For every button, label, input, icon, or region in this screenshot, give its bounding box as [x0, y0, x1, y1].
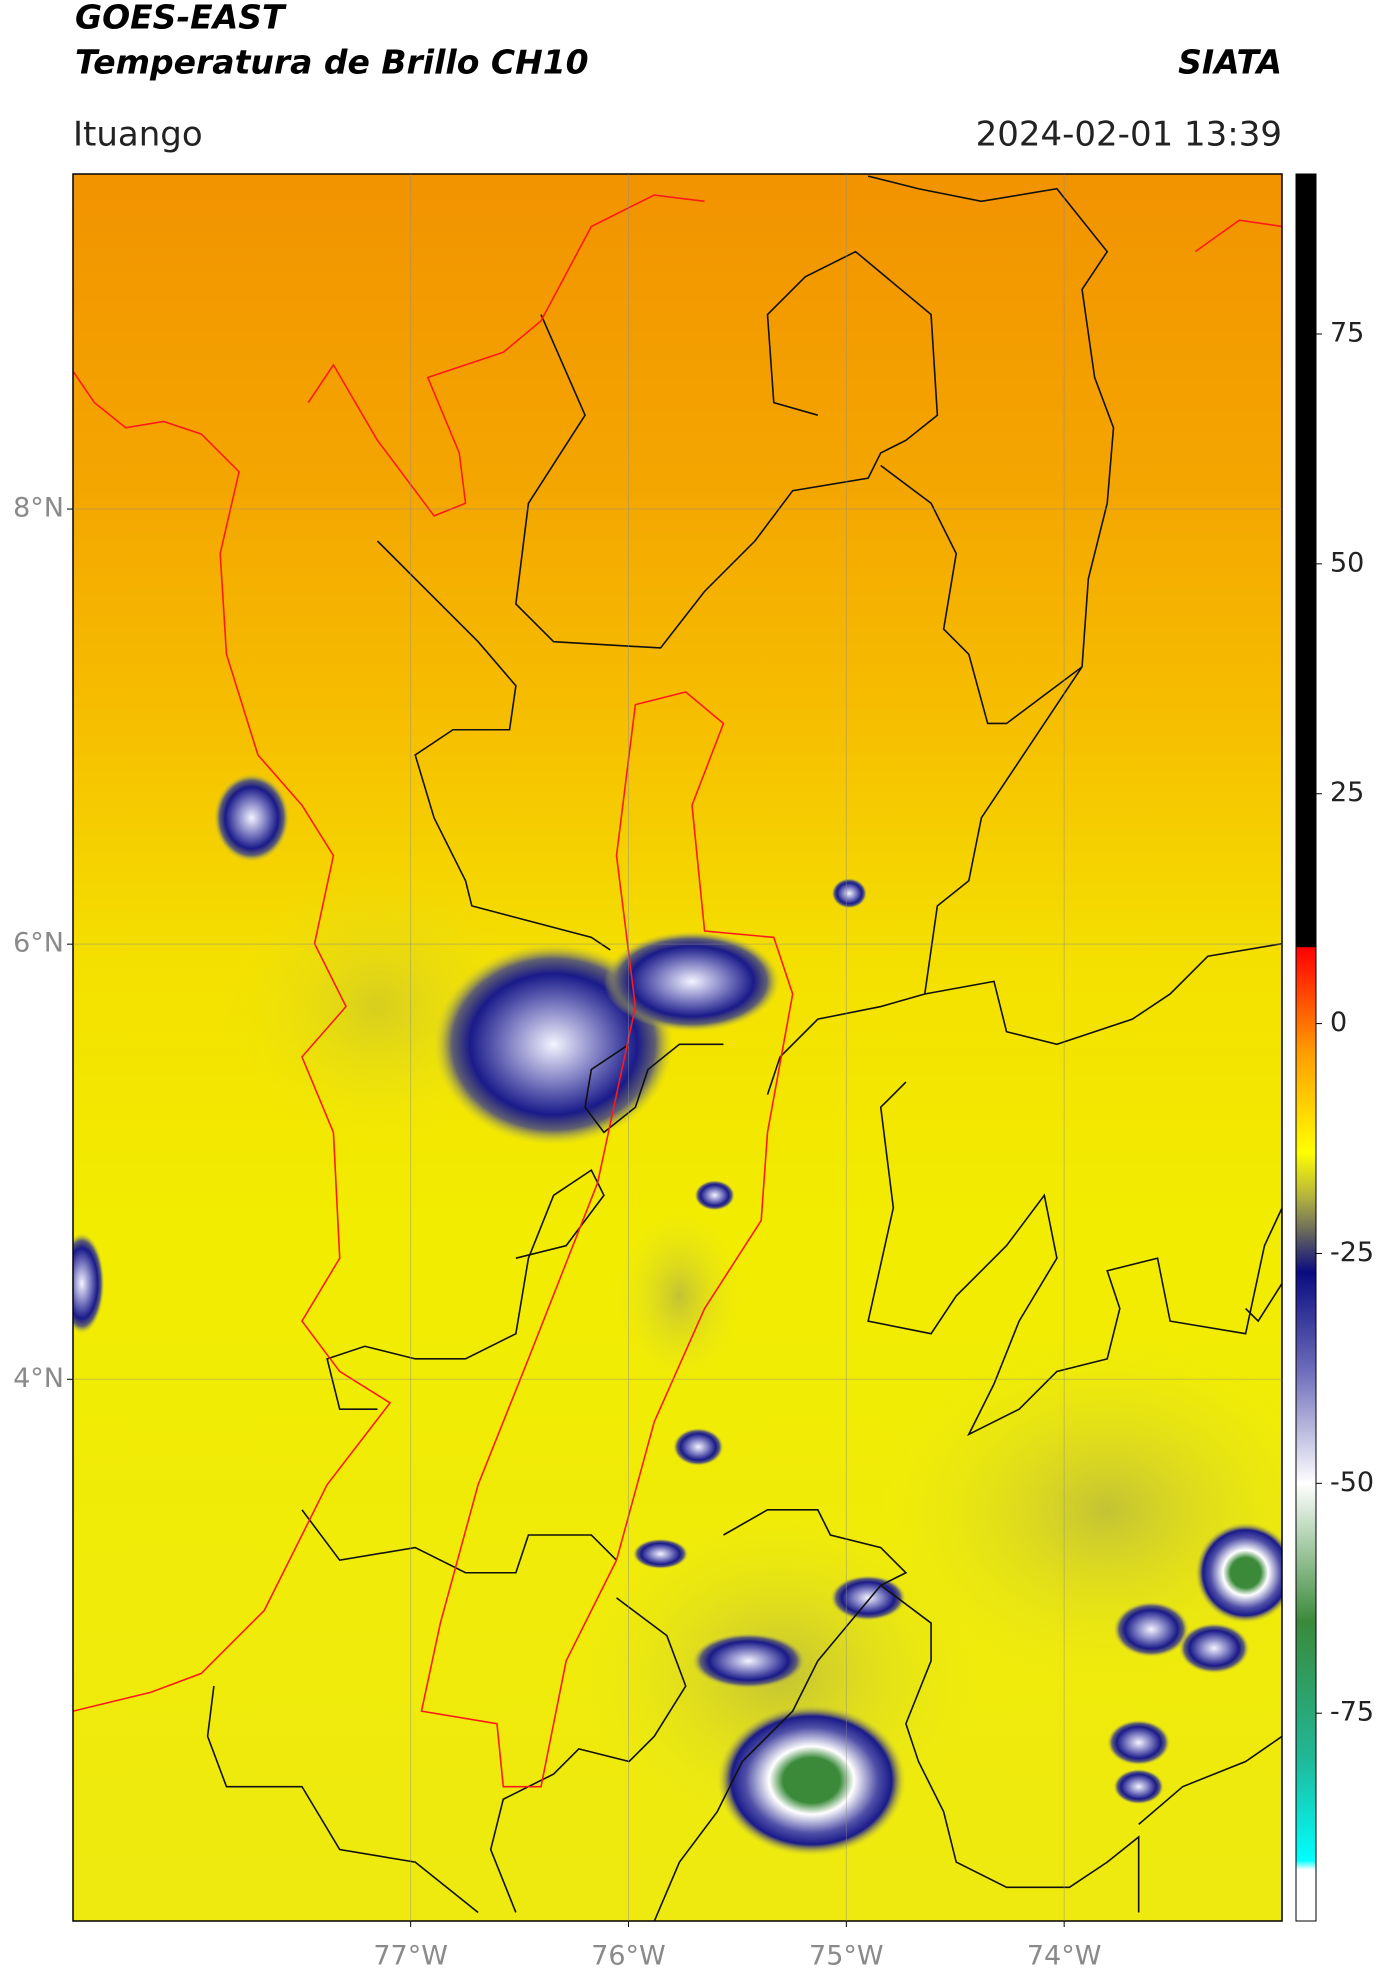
colorbar-tick-label: -50 — [1330, 1467, 1374, 1498]
colorbar-frame — [1295, 173, 1317, 1922]
y-tick-label: 6°N — [13, 928, 64, 959]
colorbar-segment — [1296, 946, 1316, 948]
colorbar-segment — [1296, 1621, 1316, 1760]
colorbar-segment — [1296, 1372, 1316, 1484]
x-tick-label: 75°W — [809, 1941, 884, 1972]
colorbar-segment — [1296, 1860, 1316, 1871]
colorbar-segment — [1296, 1235, 1316, 1273]
colorbar-tick-label: -25 — [1330, 1237, 1374, 1268]
colorbar-segment — [1296, 1869, 1316, 1922]
x-tick-label: 74°W — [1027, 1941, 1102, 1972]
y-tick-label: 8°N — [13, 493, 64, 524]
colorbar-tick-label: -75 — [1330, 1697, 1374, 1728]
title: GOES-EAST — [75, 0, 287, 37]
colorbar-segment — [1296, 1271, 1316, 1374]
colorbar-tick-label: 50 — [1330, 547, 1364, 578]
colorbar-segment — [1296, 1152, 1316, 1199]
datetime: 2024-02-01 13:39 — [976, 115, 1282, 155]
map-frame — [72, 173, 1283, 1922]
x-tick-label: 76°W — [591, 1941, 666, 1972]
colorbar-segment — [1296, 1759, 1316, 1861]
colorbar-segment — [1296, 1198, 1316, 1236]
map-raster — [73, 174, 1282, 1921]
colorbar-tick-label: 75 — [1330, 317, 1364, 348]
colorbar-segment — [1296, 1051, 1316, 1153]
colorbar-segment — [1296, 174, 1316, 947]
source: SIATA — [1178, 43, 1282, 82]
colorbar-tick-label: 0 — [1330, 1007, 1347, 1038]
colorbar-segment — [1296, 947, 1316, 1052]
subtitle: Temperatura de Brillo CH10 — [75, 43, 589, 82]
colorbar-segment — [1296, 1483, 1316, 1622]
y-tick-label: 4°N — [13, 1363, 64, 1394]
location: Ituango — [73, 115, 203, 155]
colorbar-tick-label: 25 — [1330, 777, 1364, 808]
x-tick-label: 77°W — [373, 1941, 448, 1972]
